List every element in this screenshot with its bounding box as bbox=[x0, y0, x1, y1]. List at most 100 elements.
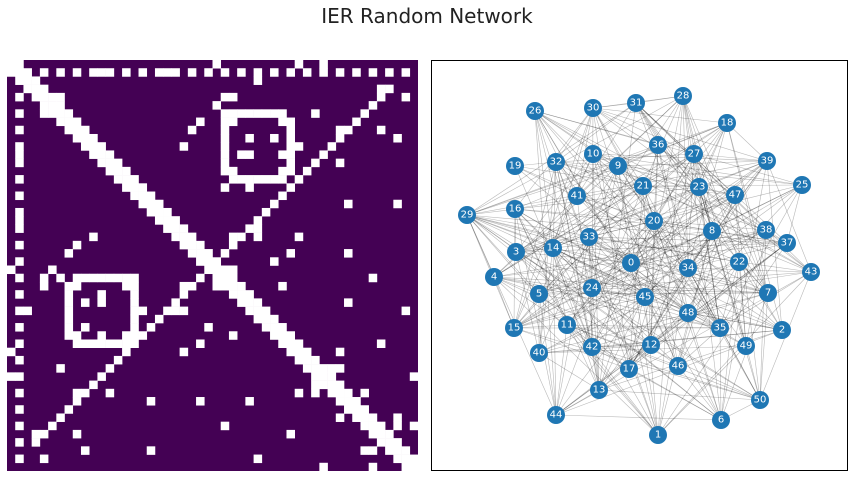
matrix-cell bbox=[39, 109, 49, 118]
matrix-cell bbox=[245, 298, 254, 307]
matrix-cell bbox=[368, 429, 378, 439]
graph-edge bbox=[653, 220, 689, 314]
matrix-cell bbox=[15, 125, 24, 135]
matrix-cell bbox=[31, 76, 41, 85]
graph-edge bbox=[538, 352, 600, 391]
node-label: 14 bbox=[547, 243, 560, 254]
matrix-cell bbox=[171, 298, 180, 307]
matrix-cell bbox=[89, 68, 98, 77]
graph-edge bbox=[538, 236, 590, 354]
matrix-cell bbox=[105, 150, 115, 159]
network-graph-panel: 0 1 2 3 4 5 6 7 8 9 10 11 12 13 14 15 16 17 18 19 20 21 22 23 24… bbox=[431, 60, 848, 471]
matrix-cell bbox=[56, 109, 65, 118]
graph-edge bbox=[687, 194, 736, 314]
graph-node-1: 1 bbox=[649, 426, 667, 444]
graph-edge bbox=[538, 292, 769, 295]
matrix-cell bbox=[130, 323, 139, 332]
matrix-cell bbox=[311, 364, 320, 373]
matrix-cell bbox=[72, 339, 82, 348]
node-label: 44 bbox=[550, 410, 563, 421]
graph-edge bbox=[591, 267, 689, 289]
matrix-cell bbox=[220, 158, 230, 168]
matrix-cell bbox=[368, 101, 378, 110]
matrix-cell bbox=[80, 133, 90, 143]
node-circle bbox=[758, 152, 776, 170]
graph-edge bbox=[591, 122, 728, 348]
graph-edge bbox=[466, 214, 740, 263]
matrix-cell bbox=[253, 298, 263, 307]
graph-edge bbox=[592, 107, 700, 188]
matrix-cell bbox=[48, 421, 57, 431]
matrix-cell bbox=[171, 216, 180, 225]
matrix-cell bbox=[393, 421, 402, 431]
matrix-cell bbox=[80, 273, 90, 283]
graph-edge bbox=[617, 165, 803, 186]
graph-node-3: 3 bbox=[507, 243, 525, 261]
graph-edge bbox=[677, 327, 721, 367]
matrix-cell bbox=[138, 68, 148, 77]
graph-node-22: 22 bbox=[730, 253, 748, 271]
graph-edge bbox=[493, 276, 568, 326]
matrix-cell bbox=[245, 150, 254, 159]
graph-edge bbox=[628, 95, 684, 370]
matrix-cell bbox=[64, 323, 74, 332]
graph-edge bbox=[513, 236, 590, 329]
matrix-cell bbox=[196, 240, 205, 250]
matrix-cell bbox=[228, 92, 238, 102]
matrix-cell bbox=[261, 306, 271, 316]
matrix-cell bbox=[15, 158, 24, 168]
matrix-cell bbox=[89, 232, 98, 242]
graph-node-48: 48 bbox=[679, 304, 697, 322]
matrix-cell bbox=[294, 60, 304, 69]
graph-edge bbox=[566, 184, 803, 326]
matrix-cell bbox=[23, 306, 32, 316]
matrix-cell bbox=[196, 397, 205, 406]
matrix-cell bbox=[237, 290, 246, 299]
matrix-cell bbox=[23, 76, 32, 85]
node-circle bbox=[620, 360, 638, 378]
node-circle bbox=[506, 157, 524, 175]
matrix-cell bbox=[39, 84, 49, 94]
matrix-cell bbox=[64, 281, 74, 291]
matrix-cell bbox=[15, 355, 24, 365]
graph-edge bbox=[657, 267, 689, 436]
matrix-cell bbox=[385, 429, 394, 439]
matrix-cell bbox=[376, 84, 386, 94]
matrix-cell bbox=[261, 314, 271, 324]
matrix-cell bbox=[7, 68, 16, 77]
graph-edge bbox=[687, 184, 803, 269]
matrix-cell bbox=[237, 175, 246, 184]
graph-edge bbox=[576, 95, 684, 197]
matrix-cell bbox=[179, 240, 189, 250]
graph-edge bbox=[552, 247, 568, 326]
graph-edge bbox=[711, 230, 788, 244]
matrix-cell bbox=[15, 438, 24, 447]
graph-edge bbox=[588, 184, 803, 238]
node-label: 8 bbox=[709, 226, 715, 237]
matrix-cell bbox=[15, 76, 24, 85]
node-circle bbox=[718, 114, 736, 132]
matrix-cell bbox=[204, 265, 213, 275]
matrix-cell bbox=[97, 372, 106, 381]
matrix-cell bbox=[253, 232, 263, 242]
matrix-cell bbox=[270, 133, 279, 143]
graph-edge bbox=[738, 261, 812, 273]
graph-edge bbox=[552, 247, 646, 298]
matrix-cell bbox=[212, 281, 222, 291]
node-label: 2 bbox=[779, 325, 785, 336]
matrix-cell bbox=[171, 68, 180, 77]
matrix-cell bbox=[228, 240, 238, 250]
matrix-cell bbox=[344, 388, 353, 398]
matrix-cell bbox=[89, 380, 98, 390]
matrix-cell bbox=[146, 199, 156, 209]
graph-edge bbox=[711, 230, 812, 273]
matrix-cell bbox=[319, 60, 328, 69]
graph-edge bbox=[598, 122, 728, 391]
graph-edge bbox=[786, 184, 803, 244]
matrix-cell bbox=[237, 150, 246, 159]
node-circle bbox=[773, 321, 791, 339]
graph-edge bbox=[538, 293, 721, 329]
matrix-cell bbox=[228, 281, 238, 291]
graph-node-16: 16 bbox=[506, 200, 524, 218]
graph-edge bbox=[552, 247, 689, 314]
